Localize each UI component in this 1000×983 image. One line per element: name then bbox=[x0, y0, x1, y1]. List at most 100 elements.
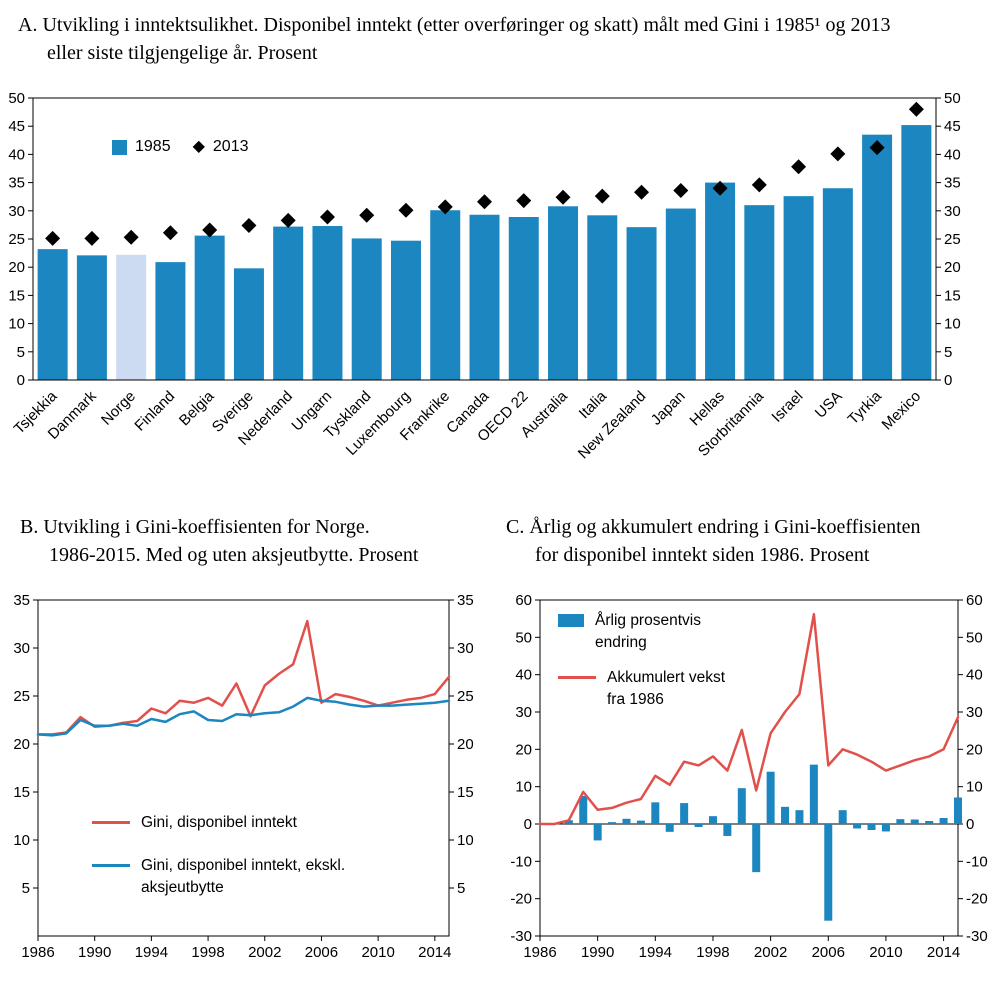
svg-text:1986: 1986 bbox=[21, 944, 54, 961]
svg-text:1986: 1986 bbox=[523, 944, 556, 961]
svg-text:10: 10 bbox=[457, 832, 474, 849]
svg-text:10: 10 bbox=[8, 316, 25, 333]
accumulated-growth-line bbox=[538, 612, 960, 826]
panel-b-title: B. Utvikling i Gini-koeffisienten for No… bbox=[20, 514, 470, 569]
svg-text:Italia: Italia bbox=[576, 387, 611, 422]
svg-text:1998: 1998 bbox=[696, 944, 729, 961]
svg-text:40: 40 bbox=[966, 667, 983, 684]
svg-text:5: 5 bbox=[17, 344, 25, 361]
legend-annual-label: Årlig prosentvis endring bbox=[595, 612, 701, 651]
svg-text:2006: 2006 bbox=[305, 944, 338, 961]
svg-text:1994: 1994 bbox=[135, 944, 168, 961]
svg-text:50: 50 bbox=[966, 629, 983, 646]
svg-text:Israel: Israel bbox=[768, 388, 806, 426]
panel-b-chart: 5 5 10 10 15 15 20 20 25 25 30 30 35 35 1986 1990 1994 19… bbox=[13, 592, 473, 961]
panel-c-legend: Årlig prosentvis endring Akkumulert veks… bbox=[558, 610, 778, 711]
svg-text:60: 60 bbox=[515, 592, 532, 609]
svg-text:10: 10 bbox=[515, 779, 532, 796]
svg-text:30: 30 bbox=[13, 640, 30, 657]
svg-text:USA: USA bbox=[812, 388, 846, 422]
svg-text:-20: -20 bbox=[966, 891, 988, 908]
panel-a-title-line2: eller siste tilgjengelige år. Prosent bbox=[47, 41, 318, 64]
svg-text:0: 0 bbox=[524, 816, 532, 833]
svg-text:15: 15 bbox=[457, 784, 474, 801]
svg-text:-10: -10 bbox=[510, 853, 532, 870]
svg-text:25: 25 bbox=[8, 231, 25, 248]
svg-text:30: 30 bbox=[457, 640, 474, 657]
svg-text:25: 25 bbox=[13, 688, 30, 705]
legend-gini-label: Gini, disponibel inntekt bbox=[141, 814, 297, 831]
svg-text:45: 45 bbox=[8, 118, 25, 135]
legend-row-gini-ekskl: Gini, disponibel inntekt, ekskl. aksjeut… bbox=[92, 855, 392, 899]
legend-gini-ekskl-label: Gini, disponibel inntekt, ekskl. aksjeut… bbox=[141, 857, 346, 896]
svg-text:50: 50 bbox=[944, 90, 961, 107]
svg-text:2002: 2002 bbox=[754, 944, 787, 961]
legend-row-annual: Årlig prosentvis endring bbox=[558, 610, 778, 654]
axes: 0 0 5 5 10 10 15 15 20 20 25 25 30 30 35 35 40 40 45 45 50 50 bbox=[8, 90, 960, 389]
svg-text:15: 15 bbox=[8, 287, 25, 304]
svg-text:2010: 2010 bbox=[869, 944, 902, 961]
panel-a-title-line1: A. Utvikling i inntektsulikhet. Disponib… bbox=[18, 14, 891, 36]
legend-accumulated-label: Akkumulert vekst fra 1986 bbox=[607, 669, 726, 708]
panel-b-title-line1: B. Utvikling i Gini-koeffisienten for No… bbox=[20, 516, 370, 538]
svg-text:1998: 1998 bbox=[191, 944, 224, 961]
legend-accumulated-line-swatch bbox=[558, 676, 596, 679]
svg-text:-30: -30 bbox=[966, 928, 988, 945]
svg-text:25: 25 bbox=[944, 231, 961, 248]
legend-row-gini: Gini, disponibel inntekt bbox=[92, 812, 392, 834]
legend-1985-label: 1985 bbox=[135, 138, 171, 155]
panel-b-legend: Gini, disponibel inntekt Gini, disponibe… bbox=[92, 812, 392, 899]
legend-row-accumulated: Akkumulert vekst fra 1986 bbox=[558, 667, 778, 711]
panel-c-title-line1: C. Årlig og akkumulert endring i Gini-ko… bbox=[506, 516, 921, 538]
panel-c-title: C. Årlig og akkumulert endring i Gini-ko… bbox=[506, 514, 992, 569]
svg-text:10: 10 bbox=[966, 779, 983, 796]
legend-2013-label: 2013 bbox=[212, 138, 249, 155]
legend-1985-bar-swatch bbox=[112, 139, 127, 155]
panel-a-legend: 1985 ◆ 2013 bbox=[112, 136, 249, 159]
panel-a-title: A. Utvikling i inntektsulikhet. Disponib… bbox=[18, 12, 984, 67]
svg-text:10: 10 bbox=[13, 832, 30, 849]
svg-text:-10: -10 bbox=[966, 853, 988, 870]
svg-text:20: 20 bbox=[13, 736, 30, 753]
markers-2013 bbox=[45, 101, 924, 246]
svg-text:5: 5 bbox=[944, 344, 952, 361]
category-labels: TsjekkiaDanmarkNorgeFinlandBelgiaSverige… bbox=[11, 387, 924, 462]
svg-text:45: 45 bbox=[944, 118, 961, 135]
annual-change-bars bbox=[564, 764, 962, 921]
svg-text:1990: 1990 bbox=[581, 944, 614, 961]
legend-gini-line-swatch bbox=[92, 821, 130, 824]
svg-text:30: 30 bbox=[966, 704, 983, 721]
svg-text:1994: 1994 bbox=[639, 944, 672, 961]
svg-text:Mexico: Mexico bbox=[879, 388, 925, 434]
svg-text:15: 15 bbox=[944, 287, 961, 304]
svg-text:40: 40 bbox=[515, 667, 532, 684]
bars-1985 bbox=[37, 125, 932, 381]
legend-gini-ekskl-line-swatch bbox=[92, 864, 130, 867]
svg-text:10: 10 bbox=[944, 316, 961, 333]
svg-text:20: 20 bbox=[966, 741, 983, 758]
svg-text:0: 0 bbox=[944, 372, 952, 389]
svg-text:30: 30 bbox=[944, 203, 961, 220]
svg-text:35: 35 bbox=[8, 175, 25, 192]
svg-text:35: 35 bbox=[13, 592, 30, 609]
svg-text:-20: -20 bbox=[510, 891, 532, 908]
svg-text:15: 15 bbox=[13, 784, 30, 801]
svg-text:-30: -30 bbox=[510, 928, 532, 945]
svg-text:35: 35 bbox=[944, 175, 961, 192]
svg-text:20: 20 bbox=[515, 741, 532, 758]
legend-2013-diamond-icon: ◆ bbox=[192, 138, 205, 156]
svg-text:2010: 2010 bbox=[361, 944, 394, 961]
svg-text:Japan: Japan bbox=[648, 388, 689, 429]
svg-text:Finland: Finland bbox=[131, 388, 178, 435]
axes: 5 5 10 10 15 15 20 20 25 25 30 30 35 35 1986 1990 1994 19… bbox=[13, 592, 473, 961]
svg-text:50: 50 bbox=[8, 90, 25, 107]
svg-text:2014: 2014 bbox=[418, 944, 451, 961]
svg-text:5: 5 bbox=[457, 880, 465, 897]
svg-text:5: 5 bbox=[22, 880, 30, 897]
panel-c-chart: -30 -30 -20 -20 -10 -10 0 0 10 10 20 20 30 30 40 40 50 50… bbox=[510, 592, 988, 961]
svg-text:0: 0 bbox=[17, 372, 25, 389]
svg-text:0: 0 bbox=[966, 816, 974, 833]
svg-text:2002: 2002 bbox=[248, 944, 281, 961]
line-series bbox=[36, 619, 451, 737]
